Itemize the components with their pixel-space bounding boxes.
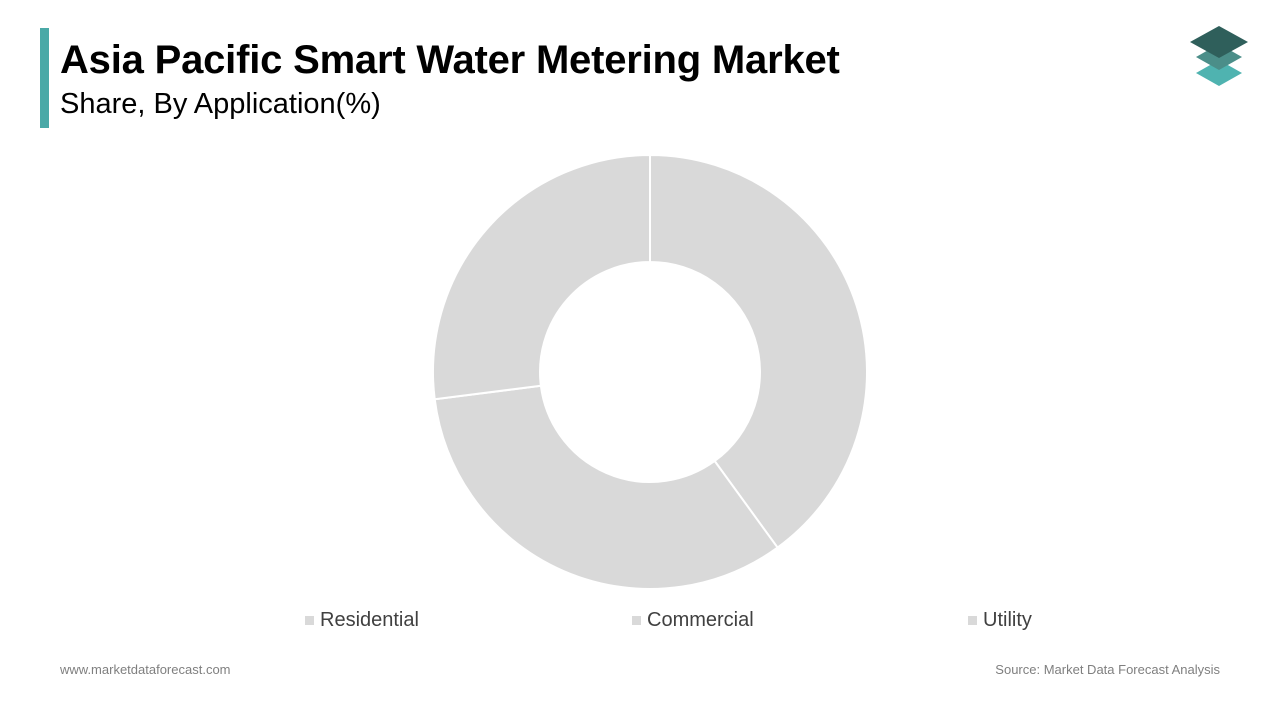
legend-label: Utility	[983, 608, 1032, 631]
legend-item-utility: Utility	[968, 606, 1032, 634]
title-accent-bar	[40, 28, 49, 128]
legend-swatch	[305, 615, 314, 625]
footer-website: www.marketdataforecast.com	[60, 662, 231, 677]
legend-swatch	[632, 615, 641, 625]
donut-slice-commercial	[433, 384, 779, 590]
chart-subtitle: Share, By Application(%)	[60, 88, 381, 120]
donut-slice-residential	[649, 153, 868, 549]
legend-swatch	[968, 615, 977, 625]
company-logo-icon	[1190, 26, 1248, 86]
chart-title: Asia Pacific Smart Water Metering Market	[60, 38, 840, 82]
chart-legend: Residential Commercial Utility	[0, 606, 1280, 634]
legend-item-residential: Residential	[305, 606, 419, 634]
logo-layer-top	[1190, 26, 1248, 58]
footer-source: Source: Market Data Forecast Analysis	[995, 662, 1220, 677]
legend-label: Commercial	[647, 608, 754, 631]
legend-label: Residential	[320, 608, 419, 631]
legend-item-commercial: Commercial	[632, 606, 754, 634]
logo-layer-bottom	[1196, 60, 1242, 86]
donut-slice-utility	[432, 153, 651, 401]
